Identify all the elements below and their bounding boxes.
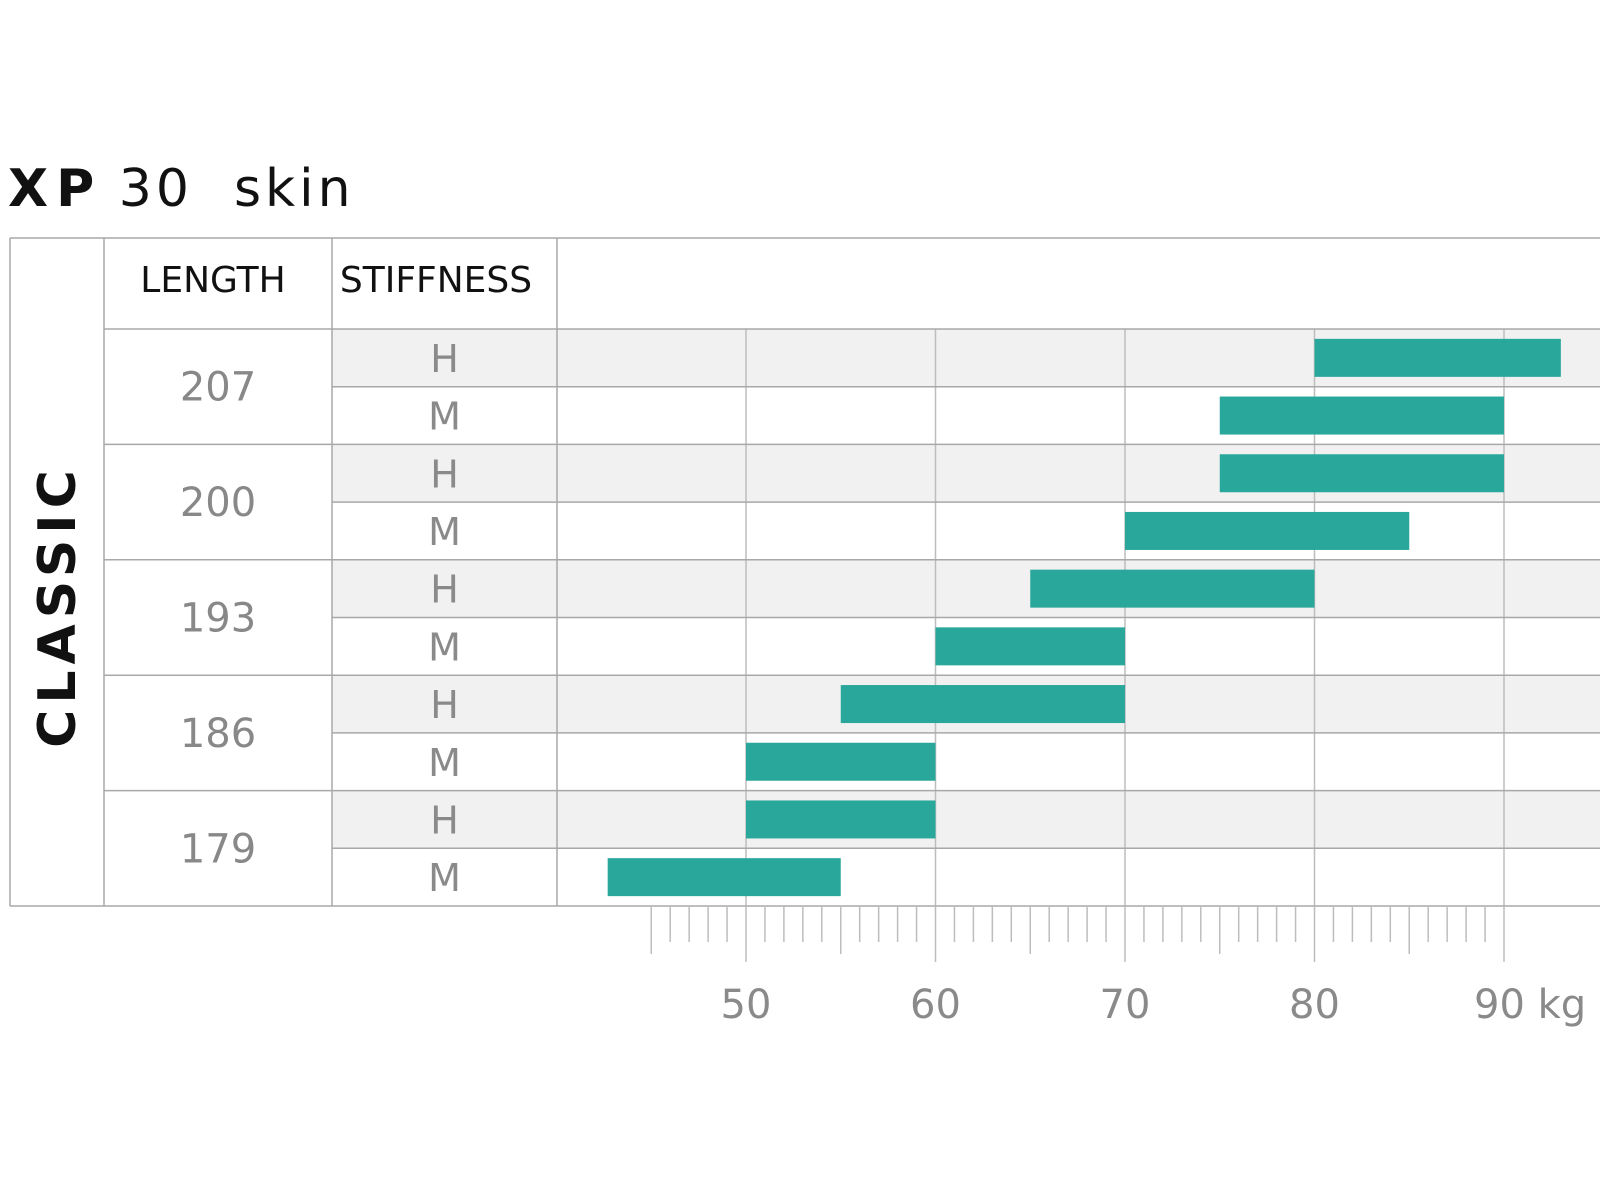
stiffness-label: M [428,510,461,554]
range-bar [840,685,1125,724]
header-length: LENGTH [140,260,285,301]
stiffness-label: M [428,395,461,439]
range-bar [746,742,936,781]
x-axis: 50 60 70 80 90 kg [650,906,1586,1028]
range-bar [1125,511,1410,550]
range-bar [935,627,1125,666]
x-tick-label: 70 [1100,982,1151,1028]
title-bold-part: XP [8,159,102,219]
section-label-classic: CLASSIC [28,464,88,748]
bars [607,338,1561,897]
stiffness-label: H [430,452,459,496]
length-label: 193 [180,596,256,642]
range-bar [1219,396,1504,435]
x-tick-label: 90 kg [1474,982,1586,1028]
x-tick-label: 80 [1289,982,1340,1028]
stiffness-label: M [428,625,461,669]
table-borders [9,237,1600,907]
range-bar [746,800,936,839]
stiffness-label: M [428,741,461,785]
x-tick-label: 60 [910,982,961,1028]
stiffness-label: H [430,337,459,381]
length-label: 207 [180,365,256,411]
length-label: 179 [180,826,256,872]
length-label: 186 [180,711,256,757]
stiffness-label: H [430,683,459,727]
range-bar [1030,569,1315,608]
stiffness-label: H [430,568,459,612]
chart-title: XP 30 skin [8,159,355,219]
range-bar [1219,454,1504,493]
stiffness-label: H [430,798,459,842]
row-shade [332,790,1600,849]
header-stiffness: STIFFNESS [340,260,532,301]
row-shade [332,559,1600,618]
range-bar [607,858,841,897]
range-bar [1314,338,1561,377]
length-labels: 207 200 193 186 179 [180,365,256,873]
title-rest-part: 30 skin [119,159,355,219]
x-tick-label: 50 [721,982,772,1028]
stiffness-label: M [428,856,461,900]
grid-lines [104,329,1600,906]
length-label: 200 [180,480,256,526]
